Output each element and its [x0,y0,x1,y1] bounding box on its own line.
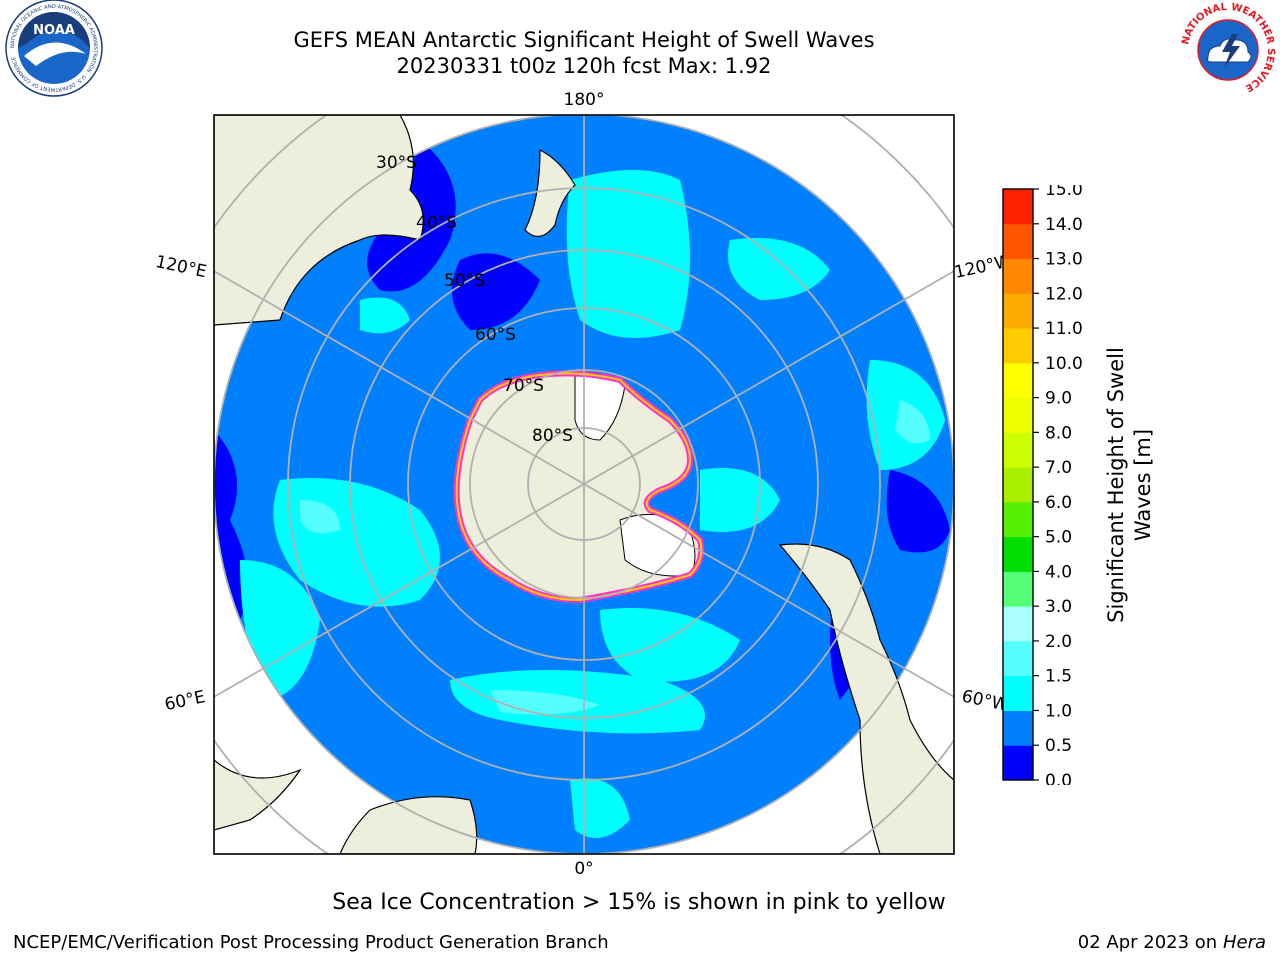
colorbar-segment [1003,536,1033,572]
colorbar-label-line-1: Significant Height of Swell [1104,347,1128,623]
colorbar-segment [1003,710,1033,746]
colorbar-segment [1003,189,1033,225]
title-line-1: GEFS MEAN Antarctic Significant Height o… [293,28,875,52]
colorbar-segment [1003,328,1033,364]
nws-logo-icon: NATIONAL WEATHER SERVICE [1180,2,1276,98]
lon-label-120e: 120°E [154,252,209,282]
africa [339,796,478,854]
polar-map: 30°S 40°S 50°S 60°S 70°S 80°S 180° 0° 12… [154,90,1014,879]
colorbar-label: Significant Height of Swell Waves [m] [1104,347,1155,623]
colorbar-tick-label: 1.0 [1045,701,1072,721]
colorbar-tick-label: 13.0 [1045,250,1083,270]
noaa-logo-text: NOAA [33,23,75,38]
lon-label-0: 0° [574,859,593,879]
new-zealand [524,149,576,237]
madagascar [214,759,302,831]
colorbar-segment [1003,397,1033,433]
noaa-logo-icon: NOAA NATIONAL OCEANIC AND ATMOSPHERIC AD… [5,0,103,97]
colorbar-segment [1003,467,1033,503]
colorbar-frame [1002,188,1034,781]
south-america [778,543,954,854]
colorbar-segment [1003,675,1033,711]
colorbar-tick-label: 10.0 [1045,354,1083,374]
map-frame [213,114,955,855]
colorbar-tick-label: 15.0 [1045,185,1083,200]
colorbar-segment [1003,501,1033,538]
colorbar-tick-label: 1.5 [1045,667,1072,687]
colorbar-tick-label: 14.0 [1045,215,1083,235]
colorbar-tick-label: 3.0 [1045,597,1072,617]
australia [214,115,424,326]
colorbar-segment [1003,362,1033,399]
host-name: Hera [1222,932,1266,953]
date-text: 02 Apr 2023 on [1077,932,1223,953]
lon-label-180: 180° [564,90,605,110]
lat-label-50s: 50°S [444,271,485,291]
colorbar: 0.0 0.5 1.0 1.5 2.0 3.0 4.0 5.0 6.0 7.0 8.0 9.0 10.0… [1002,185,1083,785]
lat-label-40s: 40°S [416,213,457,233]
colorbar-label-line-2: Waves [m] [1131,429,1155,541]
colorbar-tick-label: 2.0 [1045,632,1072,652]
colorbar-segment [1003,432,1033,468]
colorbar-tick-label: 5.0 [1045,528,1072,548]
colorbar-segment [1003,258,1033,294]
lat-label-80s: 80°S [532,426,573,446]
colorbar-tick-label: 8.0 [1045,423,1072,443]
title-line-2: 20230331 t00z 120h fcst Max: 1.92 [396,54,772,78]
colorbar-tick-label: 11.0 [1045,319,1083,339]
date-stamp: 02 Apr 2023 on Hera [1078,932,1266,953]
sea-ice-note: Sea Ice Concentration > 15% is shown in … [332,890,946,915]
sea-ice-edge-yellow [455,372,703,602]
colorbar-tick-label: 12.0 [1045,284,1083,304]
colorbar-segment [1003,571,1033,607]
lon-label-60e: 60°E [163,687,207,715]
graticule [214,115,954,854]
colorbar-segment [1003,640,1033,677]
colorbar-segment [1003,606,1033,642]
colorbar-tick-label: 6.0 [1045,493,1072,513]
colorbar-tick-label: 0.0 [1045,771,1072,785]
colorbar-segment [1003,223,1033,260]
lat-label-70s: 70°S [503,376,544,396]
colorbar-segment [1003,745,1033,781]
lat-label-30s: 30°S [376,153,417,173]
lat-label-60s: 60°S [475,325,516,345]
colorbar-tick-label: 7.0 [1045,458,1072,478]
colorbar-tick-label: 0.5 [1045,736,1072,756]
colorbar-segment [1003,293,1033,329]
credit-text: NCEP/EMC/Verification Post Processing Pr… [13,932,609,953]
colorbar-tick-label: 4.0 [1045,562,1072,582]
colorbar-tick-label: 9.0 [1045,389,1072,409]
